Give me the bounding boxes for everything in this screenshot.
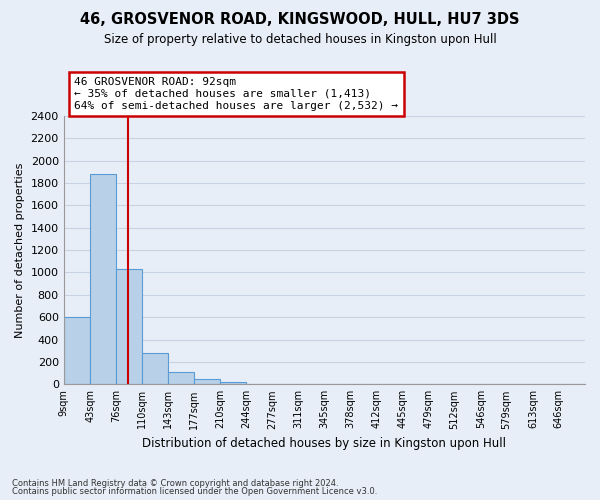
Bar xyxy=(64,317,90,384)
Text: 46, GROSVENOR ROAD, KINGSWOOD, HULL, HU7 3DS: 46, GROSVENOR ROAD, KINGSWOOD, HULL, HU7… xyxy=(80,12,520,28)
Bar xyxy=(220,382,246,384)
Text: 46 GROSVENOR ROAD: 92sqm
← 35% of detached houses are smaller (1,413)
64% of sem: 46 GROSVENOR ROAD: 92sqm ← 35% of detach… xyxy=(74,78,398,110)
Bar xyxy=(194,380,220,384)
Bar xyxy=(116,268,142,384)
Bar xyxy=(142,353,168,384)
X-axis label: Distribution of detached houses by size in Kingston upon Hull: Distribution of detached houses by size … xyxy=(142,437,506,450)
Text: Contains HM Land Registry data © Crown copyright and database right 2024.: Contains HM Land Registry data © Crown c… xyxy=(12,478,338,488)
Bar xyxy=(168,372,194,384)
Bar xyxy=(90,174,116,384)
Text: Contains public sector information licensed under the Open Government Licence v3: Contains public sector information licen… xyxy=(12,487,377,496)
Y-axis label: Number of detached properties: Number of detached properties xyxy=(15,162,25,338)
Text: Size of property relative to detached houses in Kingston upon Hull: Size of property relative to detached ho… xyxy=(104,32,496,46)
